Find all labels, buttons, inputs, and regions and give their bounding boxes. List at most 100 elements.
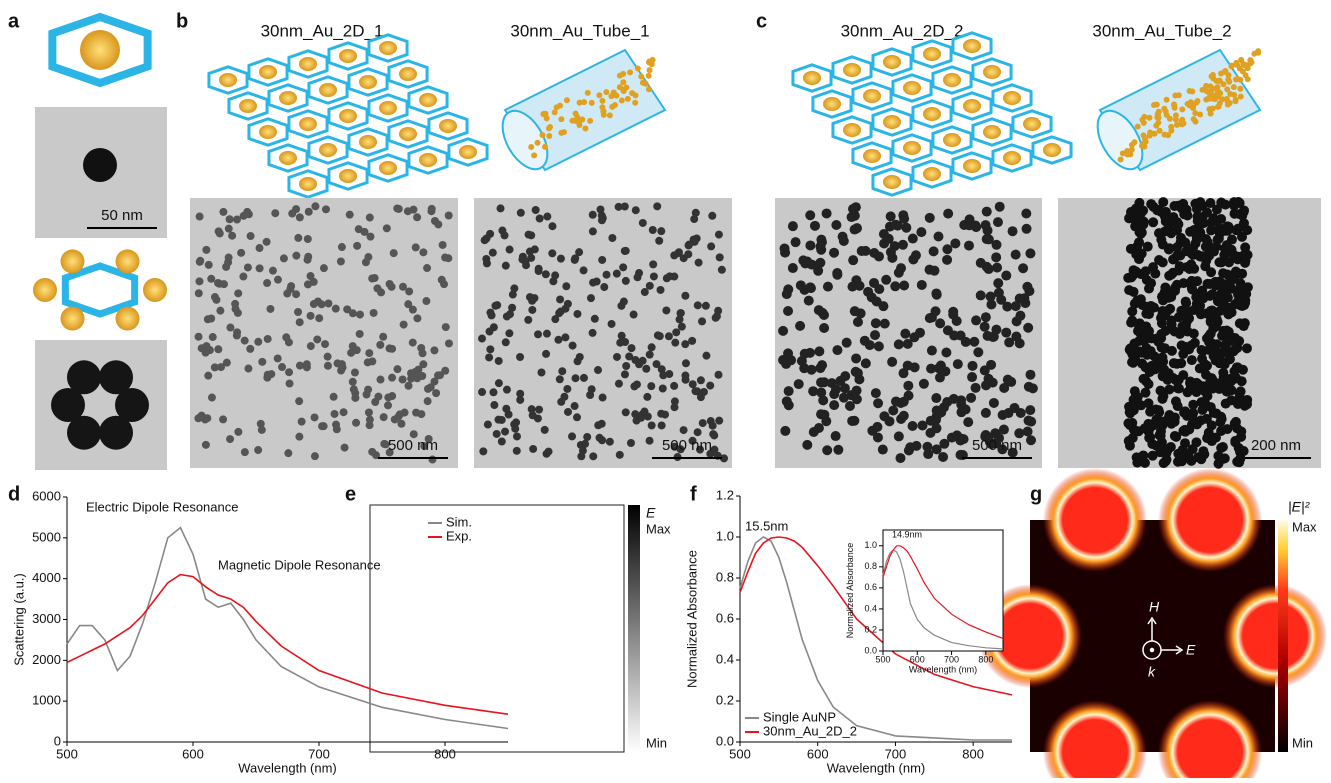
particle	[1154, 255, 1164, 265]
particle	[1146, 278, 1156, 288]
particle	[479, 447, 487, 455]
particle	[1195, 197, 1205, 207]
nanoparticle	[582, 125, 588, 131]
particle	[899, 368, 909, 378]
particle	[214, 345, 222, 353]
nanoparticle	[279, 151, 297, 165]
particle	[386, 280, 394, 288]
particle	[788, 221, 798, 231]
particle	[1218, 442, 1228, 452]
particle	[926, 416, 936, 426]
particle	[569, 342, 577, 350]
particle	[880, 319, 890, 329]
particle	[965, 214, 975, 224]
particle	[1225, 336, 1235, 346]
particle	[851, 353, 861, 363]
particle	[1231, 266, 1241, 276]
nanoparticle	[923, 107, 941, 121]
particle	[298, 418, 306, 426]
particle	[263, 279, 271, 287]
particle	[486, 345, 494, 353]
particle	[1151, 415, 1161, 425]
particle	[204, 315, 212, 323]
particle	[498, 416, 506, 424]
particle	[1011, 250, 1021, 260]
particle	[784, 386, 794, 396]
particle	[1131, 392, 1141, 402]
particle	[819, 323, 829, 333]
particle	[234, 289, 242, 297]
particle	[286, 285, 294, 293]
x-tick-label: 500	[875, 654, 890, 664]
particle	[246, 345, 254, 353]
particle	[307, 272, 315, 280]
nanoparticle	[983, 125, 1001, 139]
nanoparticle	[558, 130, 564, 136]
particle	[423, 264, 431, 272]
particle	[1008, 226, 1018, 236]
particle	[659, 384, 667, 392]
particle	[1156, 426, 1166, 436]
particle	[1022, 282, 1032, 292]
nanoparticle	[823, 97, 841, 111]
nanoparticle	[299, 57, 317, 71]
nanoparticle	[459, 145, 477, 159]
particle	[1186, 259, 1196, 269]
particle	[1132, 452, 1142, 462]
particle	[1136, 269, 1146, 279]
particle	[887, 357, 897, 367]
particle	[886, 211, 896, 221]
panel-label: c	[756, 10, 767, 32]
particle	[1172, 217, 1182, 227]
particle	[627, 439, 635, 447]
particle	[294, 234, 302, 242]
particle	[551, 315, 559, 323]
particle	[83, 148, 117, 182]
particle	[1242, 343, 1252, 353]
particle	[715, 417, 723, 425]
nanoparticle	[587, 118, 593, 124]
particle	[969, 337, 979, 347]
particle	[215, 227, 223, 235]
particle	[488, 311, 496, 319]
particle	[1229, 250, 1239, 260]
particle	[852, 223, 862, 233]
particle	[216, 307, 224, 315]
particle	[860, 336, 870, 346]
particle	[577, 441, 585, 449]
particle	[842, 338, 852, 348]
particle	[1197, 354, 1207, 364]
particle	[631, 356, 639, 364]
nanoparticle	[943, 73, 961, 87]
nanoparticle	[1237, 86, 1243, 92]
particle	[929, 266, 939, 276]
y-tick-label: 4000	[32, 570, 61, 585]
nanoparticle	[589, 100, 595, 106]
particle	[311, 413, 319, 421]
nanoparticle	[1192, 110, 1198, 116]
nanoparticle	[1214, 84, 1220, 90]
nanoparticle	[619, 98, 625, 104]
particle	[1233, 362, 1243, 372]
particle	[1139, 336, 1149, 346]
particle	[493, 430, 501, 438]
particle	[953, 359, 963, 369]
particle	[526, 293, 534, 301]
particle	[548, 249, 556, 257]
particle	[1183, 387, 1193, 397]
nanoparticle	[608, 93, 614, 99]
particle	[639, 219, 647, 227]
particle	[1018, 263, 1028, 273]
nanoparticle	[627, 69, 633, 75]
x-axis-label: Wavelength (nm)	[827, 761, 926, 776]
particle	[885, 222, 895, 232]
particle	[482, 255, 490, 263]
particle	[271, 209, 279, 217]
particle	[556, 295, 564, 303]
particle	[311, 452, 319, 460]
particle	[561, 333, 569, 341]
particle	[1126, 272, 1136, 282]
nanoparticle	[1237, 77, 1243, 83]
legend-label: Exp.	[446, 528, 472, 543]
particle	[589, 211, 597, 219]
